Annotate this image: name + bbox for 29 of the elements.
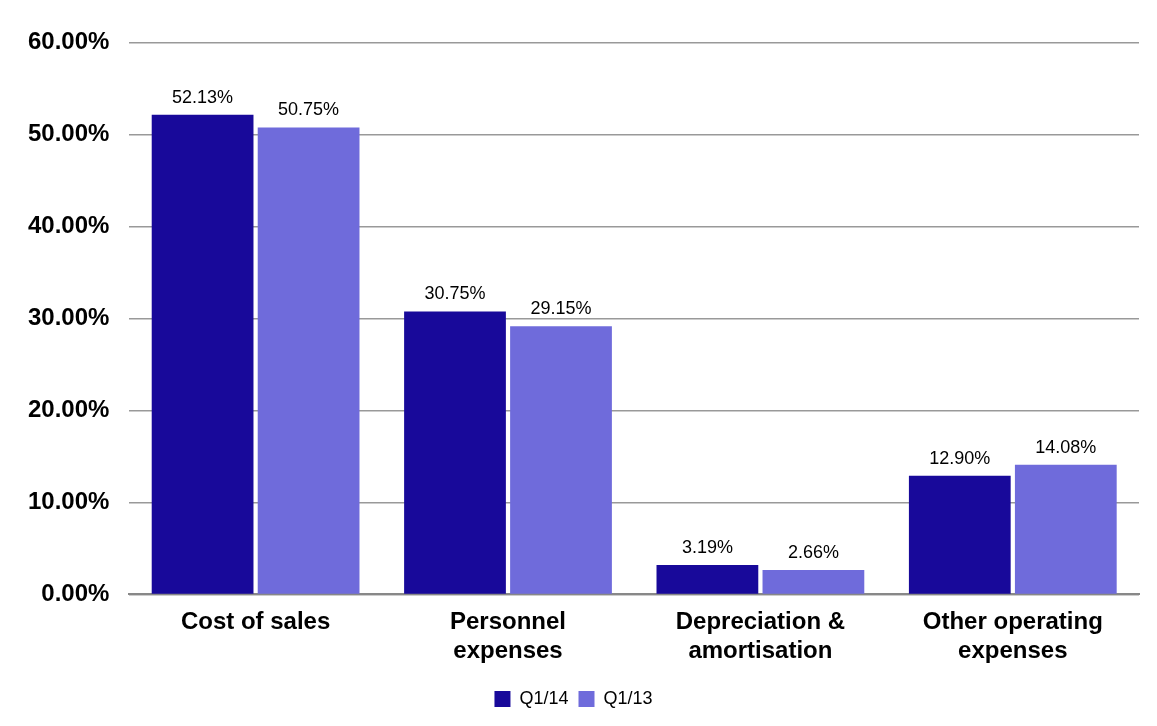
data-label: 29.15% (530, 298, 592, 319)
bar (257, 127, 360, 594)
x-tick-label: Cost of sales (180, 607, 331, 635)
bar (151, 114, 254, 594)
y-tick-label: 0.00% (41, 579, 110, 607)
data-label: 30.75% (424, 283, 486, 304)
data-label: 50.75% (278, 99, 340, 120)
data-label: 14.08% (1035, 436, 1097, 457)
x-tick-label: Personnel expenses (449, 607, 567, 664)
data-label: 12.90% (929, 447, 991, 468)
data-label: 3.19% (681, 537, 733, 558)
legend-label: Q1/13 (603, 687, 653, 708)
bar (656, 565, 759, 594)
bar (510, 326, 612, 594)
y-tick-label: 20.00% (27, 395, 110, 423)
data-label: 52.13% (172, 86, 234, 107)
x-tick-label: Other operating expenses (922, 607, 1103, 664)
x-tick-label: Depreciation & amortisation (675, 607, 846, 664)
y-tick-label: 60.00% (27, 27, 110, 55)
bar (762, 569, 865, 594)
legend-label: Q1/14 (519, 687, 569, 708)
data-label: 2.66% (787, 541, 839, 562)
y-tick-label: 10.00% (27, 487, 110, 515)
y-tick-label: 50.00% (27, 119, 110, 147)
y-tick-label: 30.00% (27, 303, 110, 331)
bar (908, 475, 1011, 594)
bar (404, 311, 506, 594)
bar (1014, 464, 1117, 594)
y-tick-label: 40.00% (27, 211, 110, 239)
